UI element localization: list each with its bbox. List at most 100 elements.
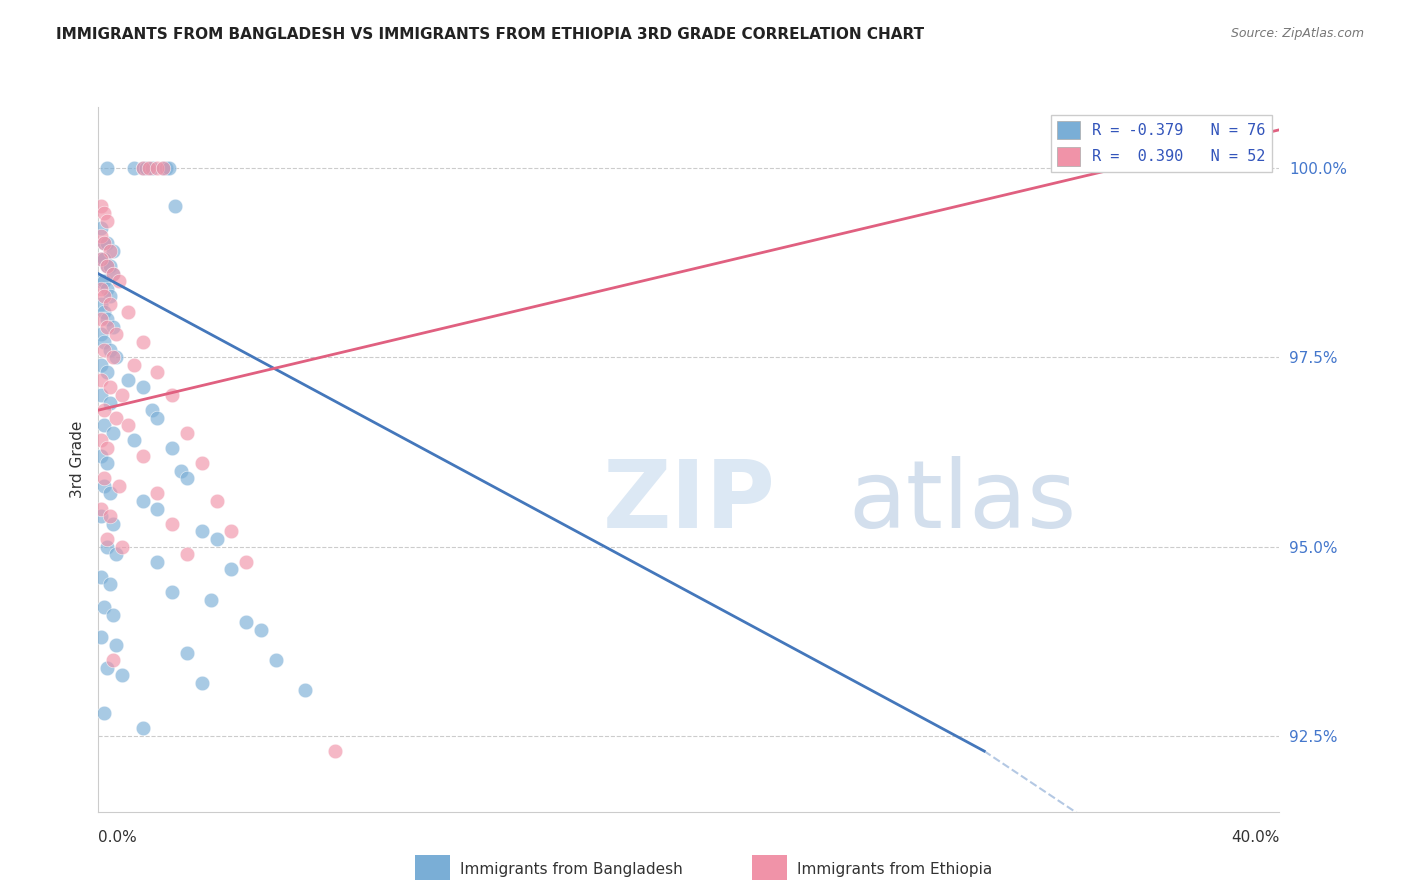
- Point: [221, 562, 243, 576]
- Point: [96, 441, 118, 455]
- Point: [103, 607, 125, 622]
- Point: [96, 456, 118, 470]
- Point: [235, 555, 257, 569]
- Point: [96, 532, 118, 546]
- Point: [141, 161, 163, 175]
- Point: [90, 274, 112, 288]
- Point: [98, 259, 121, 273]
- Point: [122, 161, 145, 175]
- Point: [191, 524, 214, 539]
- Point: [162, 441, 184, 455]
- Point: [90, 282, 112, 296]
- Point: [103, 244, 125, 258]
- Point: [96, 259, 118, 273]
- Point: [162, 516, 184, 531]
- Point: [235, 615, 257, 630]
- Y-axis label: 3rd Grade: 3rd Grade: [69, 421, 84, 498]
- Point: [176, 547, 198, 561]
- Point: [96, 161, 118, 175]
- Point: [191, 676, 214, 690]
- Point: [98, 509, 121, 524]
- Point: [105, 638, 128, 652]
- Point: [93, 706, 115, 721]
- Point: [90, 373, 112, 387]
- Point: [90, 449, 112, 463]
- Point: [132, 161, 155, 175]
- Point: [93, 418, 115, 433]
- Point: [103, 516, 125, 531]
- Point: [98, 297, 121, 311]
- Point: [157, 161, 180, 175]
- Point: [90, 198, 112, 212]
- Point: [221, 524, 243, 539]
- Text: Source: ZipAtlas.com: Source: ZipAtlas.com: [1230, 27, 1364, 40]
- Point: [90, 388, 112, 402]
- Point: [264, 653, 287, 667]
- Point: [98, 486, 121, 500]
- Point: [162, 585, 184, 599]
- Point: [146, 365, 169, 379]
- Text: Immigrants from Ethiopia: Immigrants from Ethiopia: [797, 863, 993, 877]
- Point: [108, 274, 131, 288]
- Point: [90, 312, 112, 326]
- Point: [146, 410, 169, 425]
- Point: [141, 403, 163, 417]
- Point: [96, 319, 118, 334]
- Point: [176, 425, 198, 440]
- Point: [205, 494, 228, 508]
- Point: [90, 509, 112, 524]
- Point: [90, 327, 112, 342]
- Point: [93, 304, 115, 318]
- Point: [103, 425, 125, 440]
- Point: [132, 494, 155, 508]
- Point: [93, 236, 115, 251]
- Point: [96, 259, 118, 273]
- Point: [191, 456, 214, 470]
- Point: [165, 198, 187, 212]
- Point: [103, 319, 125, 334]
- Point: [96, 213, 118, 227]
- Point: [146, 161, 169, 175]
- Point: [135, 161, 157, 175]
- Text: atlas: atlas: [848, 456, 1077, 548]
- Legend: R = -0.379   N = 76, R =  0.390   N = 52: R = -0.379 N = 76, R = 0.390 N = 52: [1052, 115, 1272, 172]
- Point: [98, 380, 121, 394]
- Point: [96, 312, 118, 326]
- Point: [132, 334, 155, 349]
- Point: [152, 161, 174, 175]
- Point: [90, 252, 112, 266]
- Point: [170, 464, 193, 478]
- Point: [122, 358, 145, 372]
- Point: [90, 358, 112, 372]
- Point: [98, 577, 121, 591]
- Point: [103, 653, 125, 667]
- Point: [93, 403, 115, 417]
- Point: [98, 395, 121, 409]
- Point: [176, 471, 198, 485]
- Point: [93, 274, 115, 288]
- Point: [108, 479, 131, 493]
- Point: [111, 668, 134, 682]
- Point: [138, 161, 160, 175]
- Point: [96, 365, 118, 379]
- Point: [96, 282, 118, 296]
- Point: [90, 501, 112, 516]
- Point: [111, 540, 134, 554]
- Point: [146, 501, 169, 516]
- Point: [90, 434, 112, 448]
- Point: [117, 418, 139, 433]
- Point: [205, 532, 228, 546]
- Point: [146, 555, 169, 569]
- Point: [103, 267, 125, 281]
- Point: [132, 722, 155, 736]
- Text: Immigrants from Bangladesh: Immigrants from Bangladesh: [460, 863, 682, 877]
- Point: [105, 410, 128, 425]
- Point: [132, 449, 155, 463]
- Point: [93, 236, 115, 251]
- Point: [105, 547, 128, 561]
- Point: [152, 161, 174, 175]
- Point: [250, 623, 273, 637]
- Point: [90, 631, 112, 645]
- Point: [200, 592, 222, 607]
- Point: [132, 161, 155, 175]
